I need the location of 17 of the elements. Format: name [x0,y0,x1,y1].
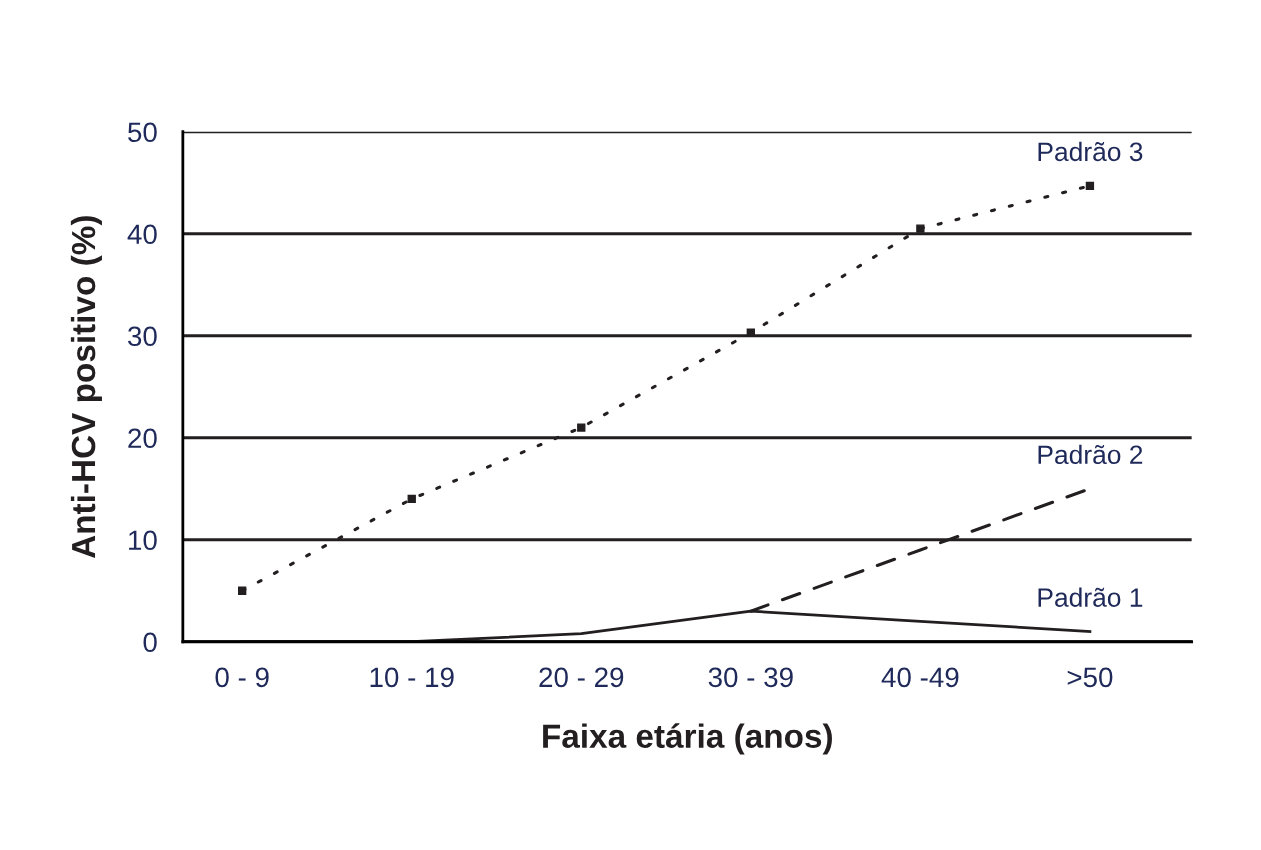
y-axis-title: Anti-HCV positivo (%) [70,216,102,559]
x-tick-label: 20 - 29 [539,667,624,688]
x-tick-label: >50 [1067,667,1113,688]
series-label: Padrão 3 [1038,141,1143,162]
y-tick-label: 40 [127,224,157,245]
x-tick-label: 0 - 9 [215,667,269,688]
y-tick-label: 10 [129,530,157,551]
x-tick-label: 30 - 39 [708,667,793,688]
y-tick-label: 20 [128,428,157,449]
y-tick-label: 30 [128,326,157,347]
x-tick-label: 10 - 19 [370,667,454,688]
series-label: Padrão 1 [1038,587,1143,607]
x-tick-label: 40 -49 [881,667,959,688]
series-label: Padrão 2 [1038,444,1143,465]
y-tick-label: 50 [128,122,157,143]
y-tick-label: 0 [143,632,157,653]
x-axis-title: Faixa etária (anos) [543,723,832,755]
